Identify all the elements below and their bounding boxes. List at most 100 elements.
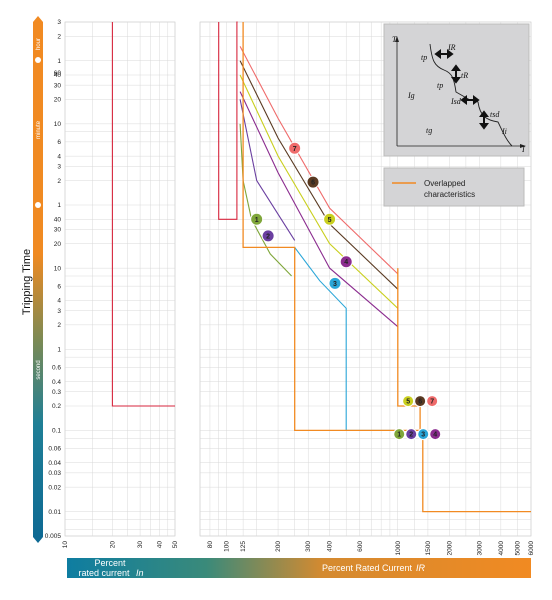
- y-tick: 30: [54, 227, 62, 234]
- curve-badge-3: [328, 276, 342, 290]
- inset-tp-label: tp: [421, 53, 427, 62]
- y-tick: 6: [57, 139, 61, 146]
- series-line-unlabeled-0: [111, 22, 175, 407]
- curve-badge-4: [339, 255, 353, 269]
- y-tick: 0.01: [48, 509, 61, 516]
- group-badge-label-1-3: 3: [421, 432, 425, 439]
- x-tick-right: 5000: [514, 541, 521, 556]
- x-tick-right: 200: [275, 541, 282, 552]
- panel-frame: [64, 21, 176, 537]
- y-tick: 10: [54, 121, 62, 128]
- y-tick: 0.4: [52, 379, 61, 386]
- inset-tg-label: tg: [426, 126, 432, 135]
- curve-badge-label-6: 6: [311, 180, 315, 187]
- y-tick: 30: [54, 82, 62, 89]
- inset-ir-label: IR: [447, 43, 456, 52]
- curve-badge-label-1: 1: [255, 217, 259, 224]
- x-tick-right: 2000: [446, 541, 453, 556]
- group-badge-1-1: [393, 428, 406, 441]
- y-tick: 0.6: [52, 364, 61, 371]
- series-line-6: [239, 60, 399, 290]
- x-tick-right: 300: [305, 541, 312, 552]
- curve-badge-label-3: 3: [333, 281, 337, 288]
- x-tick-right: 400: [327, 541, 334, 552]
- x-tick-right: 125: [240, 541, 247, 552]
- x-tick-left: 10: [62, 541, 69, 549]
- curve-badge-label-2: 2: [266, 233, 270, 240]
- group-badge-label-1-4: 4: [433, 432, 437, 439]
- y-tick: 10: [54, 265, 62, 272]
- group-badge-label-1-1: 1: [397, 432, 401, 439]
- curve-badge-label-5: 5: [328, 217, 332, 224]
- series-line-5: [239, 74, 399, 309]
- series-line-4: [239, 91, 399, 328]
- right-panel: 80 100 125 200 300 400 600 1000 1500 2000 3000 4000…: [199, 21, 535, 556]
- y-tick: 0.005: [45, 533, 62, 540]
- inset-ii-label: Ii: [501, 127, 507, 136]
- y-tick: 2: [57, 33, 61, 40]
- x-tick-right: 3000: [476, 541, 483, 556]
- y-tick: 4: [57, 298, 61, 305]
- x-tick-left: 40: [157, 541, 164, 549]
- y-axis-title: Tripping Time: [21, 249, 33, 315]
- x-tick-right: 600: [357, 541, 364, 552]
- group-badge-0-7: [426, 395, 439, 408]
- y-tick: 0.03: [48, 470, 61, 477]
- inset-tsd-label: tsd: [490, 110, 500, 119]
- group-badge-0-5: [402, 395, 415, 408]
- x-axis-bar: Percent rated current In Percent Rated C…: [67, 558, 531, 578]
- left-xlabel-line2: rated current: [78, 568, 130, 578]
- inset-tr-label: tR: [461, 71, 468, 80]
- y-tick: 20: [54, 97, 62, 104]
- y-tick: 3: [57, 163, 61, 170]
- y-tick: 40: [54, 216, 62, 223]
- unit-second-label: second: [36, 360, 42, 379]
- x-tick-right: 6000: [528, 541, 535, 556]
- group-badge-label-1-2: 2: [409, 432, 413, 439]
- x-tick-left: 30: [137, 541, 144, 549]
- group-badge-label-0-6: 6: [418, 398, 422, 405]
- y-tick: 0.02: [48, 484, 61, 491]
- series-line-2: [239, 99, 296, 241]
- inset-ig-label: Ig: [407, 91, 415, 100]
- y-tick-labels: 32160403020106432140302010643210.60.40.3…: [45, 19, 62, 540]
- curve-badge-6: [306, 175, 320, 189]
- unit-hour-label: hour: [36, 38, 42, 50]
- y-tick: 0.3: [52, 389, 61, 396]
- time-unit-bar: hour minute second: [33, 16, 43, 543]
- curve-badge-label-4: 4: [344, 259, 348, 266]
- curve-badge-2: [261, 229, 275, 243]
- y-tick: 4: [57, 153, 61, 160]
- y-tick: 1: [57, 58, 61, 65]
- y-tick: 3: [57, 19, 61, 26]
- right-xlabel: Percent Rated Current: [322, 563, 413, 573]
- y-tick: 0.2: [52, 403, 61, 410]
- y-tick: 3: [57, 308, 61, 315]
- group-badge-label-0-5: 5: [406, 398, 410, 405]
- legend-entry-overlap-line1: Overlapped: [424, 179, 465, 188]
- x-tick-right: 80: [207, 541, 214, 549]
- series-line-unlabeled-0: [218, 21, 238, 220]
- group-badge-1-3: [417, 428, 430, 441]
- left-xlabel-line1: Percent: [94, 558, 126, 568]
- curve-badge-label-7: 7: [293, 146, 297, 153]
- x-tick-left: 50: [172, 541, 179, 549]
- group-badge-0-6: [414, 395, 427, 408]
- left-xlabel-symbol: In: [136, 568, 144, 578]
- y-tick: 1: [57, 346, 61, 353]
- curve-badge-7: [288, 141, 302, 155]
- series-line-overlapped-characteristics: [242, 22, 531, 513]
- y-tick: 60: [54, 70, 62, 77]
- inset-isd-label: Isd: [450, 97, 462, 106]
- series-line-7: [239, 46, 399, 275]
- unit-minute-label: minute: [36, 120, 42, 139]
- curve-badge-1: [250, 212, 264, 226]
- group-badge-1-2: [405, 428, 418, 441]
- left-panel: 10 20 30 40 50: [62, 21, 179, 549]
- y-tick: 2: [57, 178, 61, 185]
- y-tick: 0.06: [48, 446, 61, 453]
- legend-entry-overlap-line2: characteristics: [424, 190, 475, 199]
- right-xlabel-symbol: IR: [416, 563, 426, 573]
- inset-t-label: T: [392, 35, 397, 44]
